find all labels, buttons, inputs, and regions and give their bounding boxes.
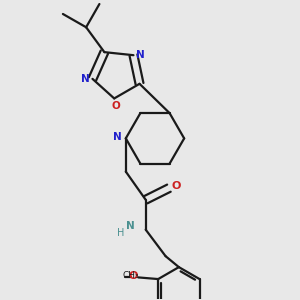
Text: CH₃: CH₃ [123, 271, 139, 280]
Text: N: N [126, 221, 135, 231]
Text: N: N [136, 50, 145, 60]
Text: N: N [81, 74, 90, 84]
Text: N: N [113, 132, 122, 142]
Text: O: O [112, 101, 120, 111]
Text: H: H [117, 228, 124, 238]
Text: O: O [129, 271, 138, 281]
Text: O: O [172, 182, 181, 191]
